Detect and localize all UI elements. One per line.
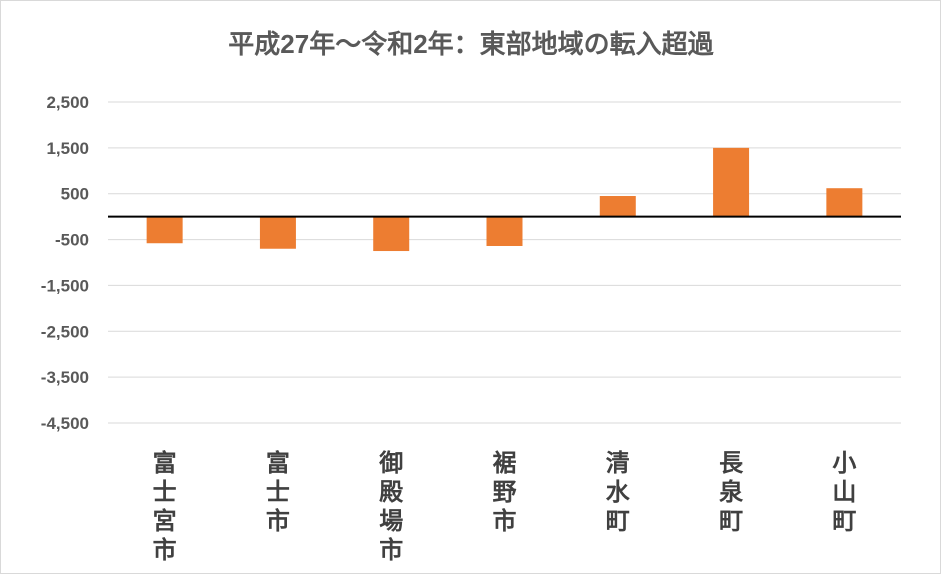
- y-tick-label: -500: [55, 231, 89, 250]
- y-tick-label: -2,500: [41, 322, 89, 341]
- y-tick-label: 500: [61, 185, 89, 204]
- x-tick-label-char: 市: [493, 507, 517, 535]
- y-tick-label: -1,500: [41, 276, 89, 295]
- y-tick-label: 1,500: [46, 139, 89, 158]
- bar: [599, 196, 636, 217]
- x-tick-label-char: 宮: [153, 507, 177, 535]
- x-tick-label-char: 野: [493, 478, 517, 506]
- x-tick-label-char: 市: [153, 536, 177, 564]
- x-tick-label-char: 町: [606, 507, 630, 535]
- x-tick-label-char: 町: [832, 507, 856, 535]
- x-tick-label-char: 泉: [719, 478, 744, 506]
- x-tick-label-char: 長: [719, 449, 744, 477]
- y-axis-ticks: 2,500 1,500 500 -500 -1,500 -2,500 -3,500 -4,50…: [41, 93, 89, 433]
- y-tick-label: -3,500: [41, 368, 89, 387]
- bar: [146, 216, 183, 244]
- chart-title: 平成27年～令和2年：東部地域の転入超過: [228, 29, 714, 59]
- x-tick-label-char: 清: [606, 449, 630, 477]
- x-tick-label-char: 裾: [493, 449, 517, 477]
- x-tick-label-char: 水: [606, 478, 631, 506]
- x-tick-label-char: 市: [266, 507, 290, 535]
- x-tick-label-char: 市: [379, 536, 403, 564]
- x-tick-label-char: 士: [153, 478, 177, 506]
- x-tick-label-char: 小: [832, 449, 856, 477]
- x-tick-label-char: 山: [832, 478, 856, 506]
- x-tick-label-char: 町: [719, 507, 743, 535]
- x-tick-label-char: 富: [153, 449, 177, 477]
- bar: [826, 188, 863, 217]
- x-tick-label-char: 士: [266, 478, 290, 506]
- bar: [486, 216, 523, 246]
- y-tick-label: 2,500: [46, 93, 89, 112]
- x-tick-label-char: 富: [266, 449, 290, 477]
- x-tick-label-char: 御: [378, 449, 403, 477]
- x-tick-label-char: 殿: [378, 478, 404, 506]
- y-tick-label: -4,500: [41, 414, 89, 433]
- bar: [373, 216, 410, 252]
- bars: [146, 147, 863, 252]
- bar: [713, 147, 750, 217]
- x-tick-label-char: 場: [379, 507, 403, 535]
- bar: [259, 216, 296, 249]
- gridlines: [108, 101, 901, 424]
